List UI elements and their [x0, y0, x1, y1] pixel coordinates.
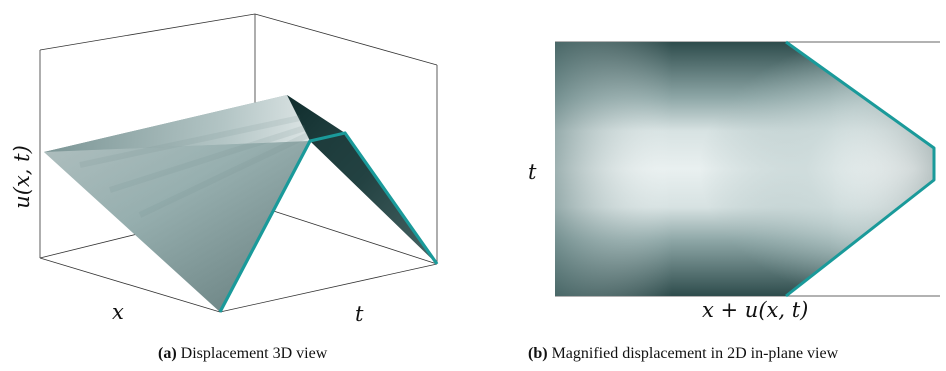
surface-plot-3d [0, 0, 470, 340]
caption-b-text: Magnified displacement in 2D in-plane vi… [552, 345, 839, 362]
axis-label-t-2d: t [528, 160, 536, 184]
displacement-surface [44, 95, 437, 312]
panel-b-2d-view: t x + u(x, t) (b) Magnified displacement… [470, 0, 946, 371]
caption-b: (b) Magnified displacement in 2D in-plan… [528, 345, 838, 363]
axis-label-t: t [355, 302, 363, 326]
axis-label-xu: x + u(x, t) [702, 298, 808, 322]
axis-label-u: u(x, t) [10, 145, 34, 209]
caption-b-tag: (b) [528, 345, 548, 362]
displacement-field [555, 42, 945, 296]
caption-a-tag: (a) [158, 345, 177, 362]
caption-a: (a) Displacement 3D view [158, 345, 327, 363]
axis-label-x: x [112, 300, 124, 324]
heatmap-2d [470, 0, 946, 340]
caption-a-text: Displacement 3D view [181, 345, 328, 362]
panel-a-3d-view: u(x, t) x t (a) Displacement 3D view [0, 0, 470, 371]
